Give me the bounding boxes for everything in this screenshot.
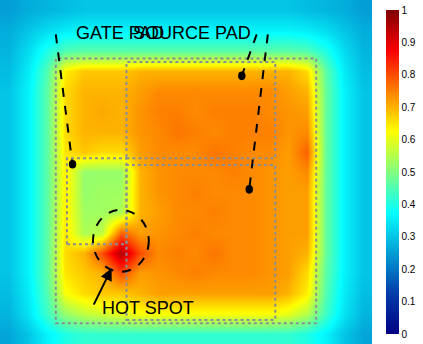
svg-text:0.6: 0.6	[402, 134, 416, 145]
svg-text:0.1: 0.1	[402, 296, 416, 307]
svg-text:SOURCE PAD: SOURCE PAD	[133, 23, 251, 43]
svg-text:0.9: 0.9	[402, 37, 416, 48]
svg-text:1: 1	[402, 5, 408, 16]
svg-text:0.8: 0.8	[402, 69, 416, 80]
svg-text:0.3: 0.3	[402, 231, 416, 242]
svg-text:0.5: 0.5	[402, 167, 416, 178]
svg-text:0.4: 0.4	[402, 199, 416, 210]
svg-text:0.2: 0.2	[402, 264, 416, 275]
svg-text:0.7: 0.7	[402, 102, 416, 113]
svg-text:HOT SPOT: HOT SPOT	[102, 298, 194, 318]
svg-text:0: 0	[402, 329, 408, 340]
svg-text:GATE PAD: GATE PAD	[76, 23, 164, 43]
